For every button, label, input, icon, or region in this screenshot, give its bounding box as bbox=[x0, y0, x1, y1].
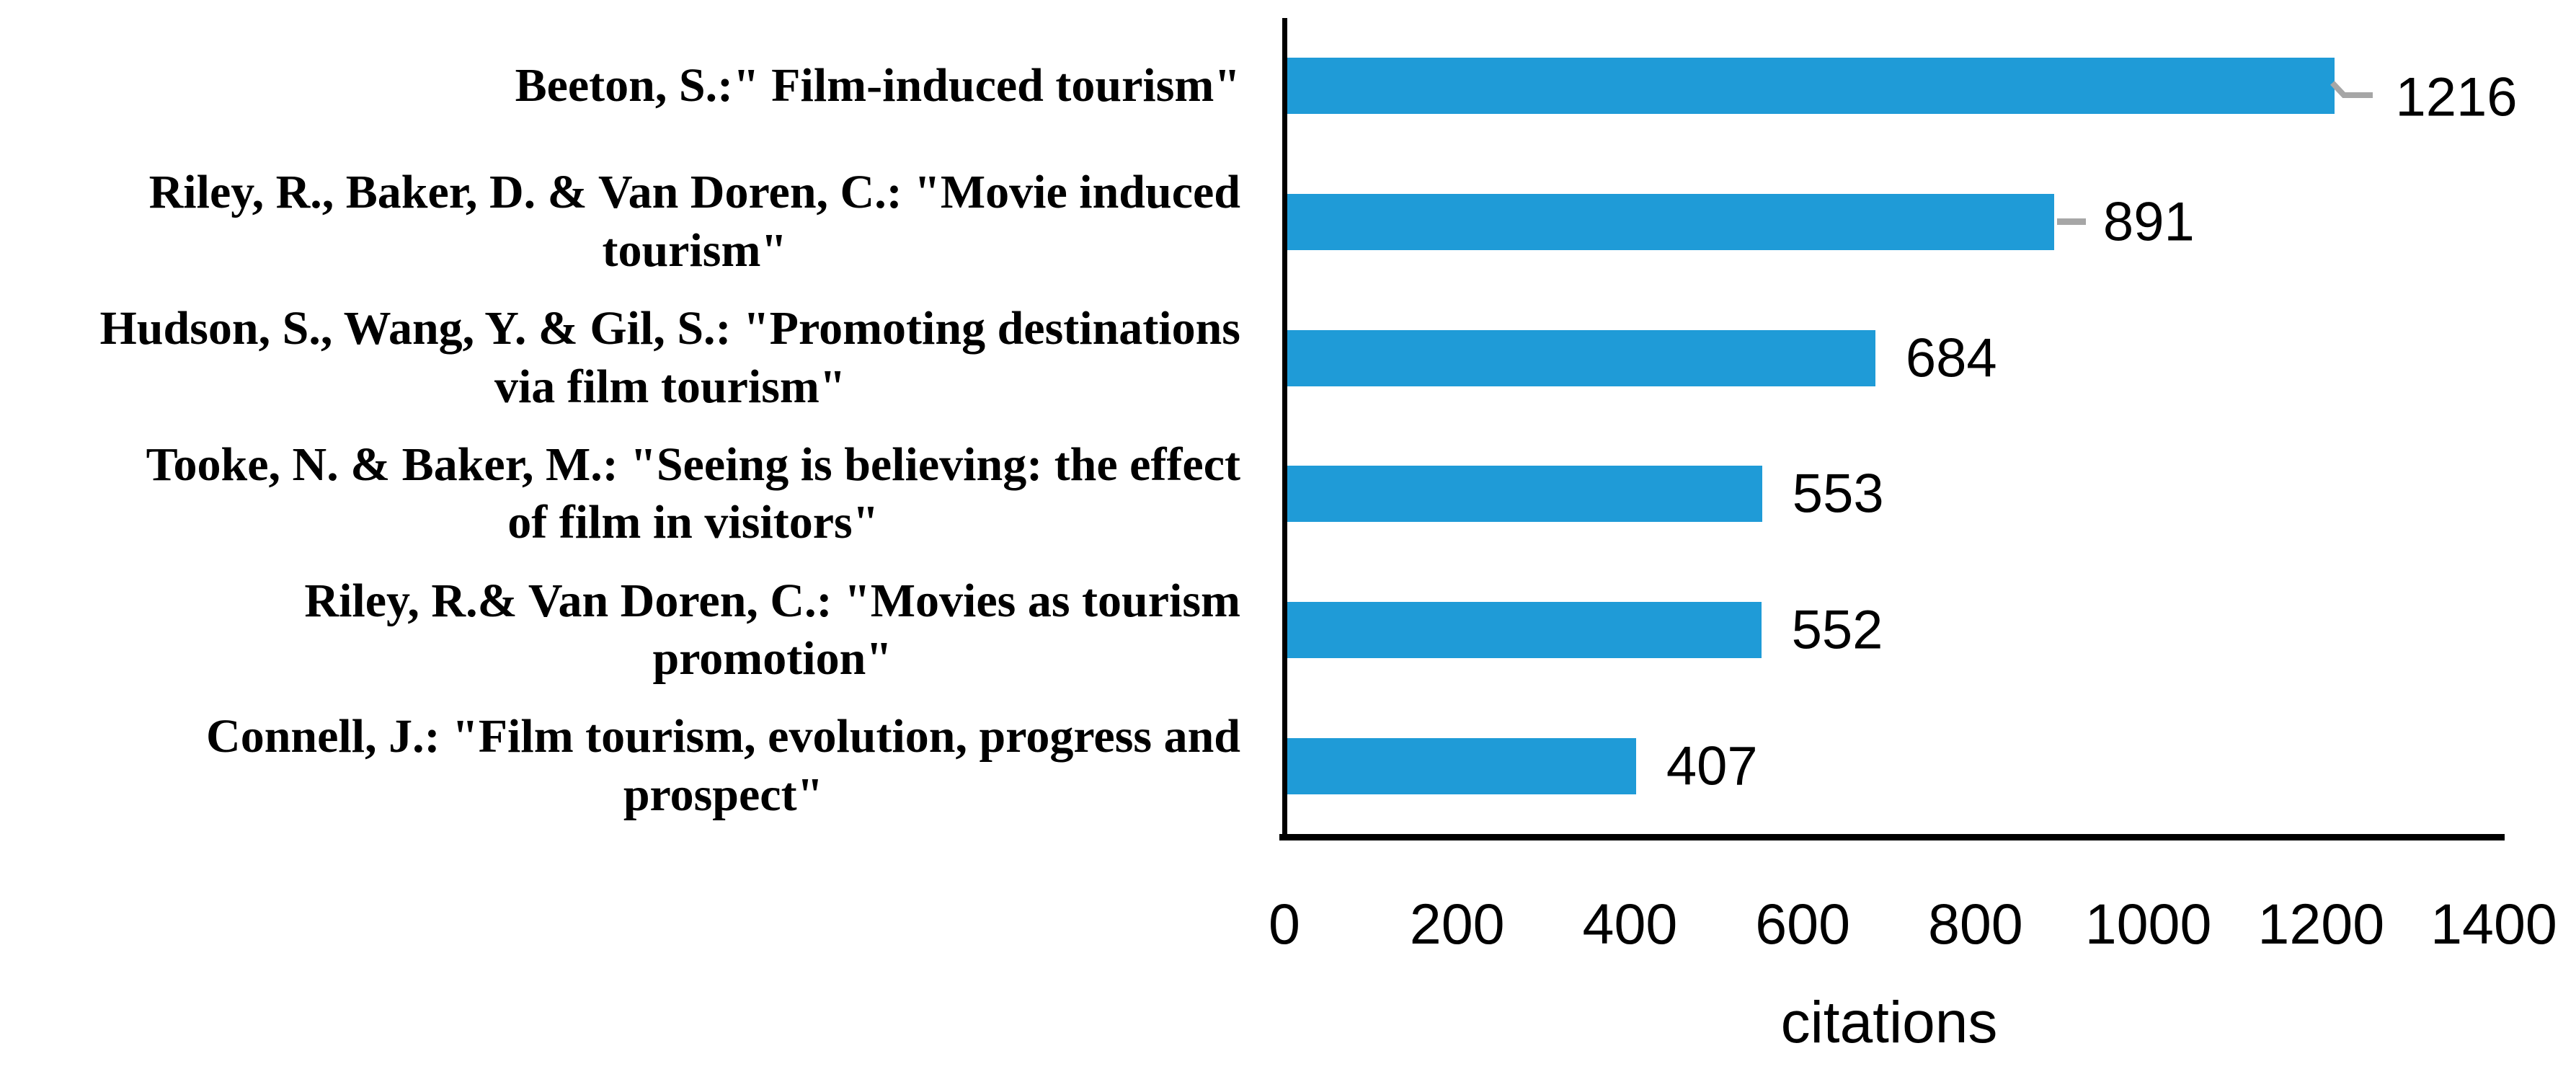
bar bbox=[1284, 58, 2335, 115]
category-cell: Riley, R., Baker, D. & Van Doren, C.: "M… bbox=[0, 164, 1265, 280]
chart-row: Hudson, S., Wang, Y. & Gil, S.: "Promoti… bbox=[0, 290, 2576, 426]
bar-area: 891 bbox=[1265, 154, 2576, 290]
x-axis-ticks: 0 200 400 600 800 1000 1200 1400 bbox=[1269, 891, 2557, 963]
x-tick-label: 400 bbox=[1582, 892, 1678, 956]
chart-row: Connell, J.: "Film tourism, evolution, p… bbox=[0, 698, 2576, 834]
x-axis-title: citations bbox=[1780, 990, 1998, 1055]
bar bbox=[1284, 737, 1636, 794]
x-axis-line bbox=[1279, 834, 2505, 840]
bar bbox=[1284, 466, 1762, 523]
plot-rows: Beeton, S.:" Film-induced tourism" 1216 … bbox=[0, 18, 2576, 834]
value-label: 553 bbox=[1792, 463, 1884, 525]
y-axis-line bbox=[1282, 18, 1287, 840]
bar bbox=[1284, 329, 1875, 386]
x-tick-label: 600 bbox=[1755, 892, 1851, 956]
x-tick-label: 200 bbox=[1409, 892, 1505, 956]
leader-line-elbow bbox=[2330, 81, 2373, 99]
bar-area: 1216 bbox=[1265, 18, 2576, 154]
bar-area: 553 bbox=[1265, 426, 2576, 562]
value-label: 552 bbox=[1791, 599, 1883, 661]
bar bbox=[1284, 602, 1762, 659]
category-label: Riley, R.& Van Doren, C.: "Movies as tou… bbox=[304, 574, 1240, 686]
chart-row: Riley, R., Baker, D. & Van Doren, C.: "M… bbox=[0, 154, 2576, 290]
category-label: Tooke, N. & Baker, M.: "Seeing is believ… bbox=[146, 438, 1240, 549]
bar-area: 684 bbox=[1265, 290, 2576, 426]
value-label: 1216 bbox=[2395, 66, 2518, 128]
category-label: Connell, J.: "Film tourism, evolution, p… bbox=[206, 710, 1240, 821]
category-label: Riley, R., Baker, D. & Van Doren, C.: "M… bbox=[148, 166, 1240, 277]
category-cell: Connell, J.: "Film tourism, evolution, p… bbox=[0, 708, 1265, 824]
chart-row: Riley, R.& Van Doren, C.: "Movies as tou… bbox=[0, 562, 2576, 698]
x-tick-label: 1400 bbox=[2430, 892, 2557, 956]
chart-row: Tooke, N. & Baker, M.: "Seeing is believ… bbox=[0, 426, 2576, 562]
category-label: Beeton, S.:" Film-induced tourism" bbox=[515, 59, 1240, 112]
category-cell: Beeton, S.:" Film-induced tourism" bbox=[0, 57, 1265, 115]
category-cell: Hudson, S., Wang, Y. & Gil, S.: "Promoti… bbox=[0, 300, 1265, 416]
x-tick-label: 800 bbox=[1927, 892, 2023, 956]
bar bbox=[1284, 194, 2054, 250]
bar-area: 407 bbox=[1265, 698, 2576, 834]
category-cell: Riley, R.& Van Doren, C.: "Movies as tou… bbox=[0, 572, 1265, 688]
value-label: 407 bbox=[1666, 735, 1758, 797]
chart-row: Beeton, S.:" Film-induced tourism" 1216 bbox=[0, 18, 2576, 154]
x-tick-label: 1000 bbox=[2084, 892, 2212, 956]
category-cell: Tooke, N. & Baker, M.: "Seeing is believ… bbox=[0, 436, 1265, 552]
value-label: 891 bbox=[2102, 191, 2195, 253]
category-label: Hudson, S., Wang, Y. & Gil, S.: "Promoti… bbox=[99, 302, 1240, 413]
leader-line bbox=[2056, 218, 2086, 225]
bar-area: 552 bbox=[1265, 562, 2576, 698]
x-tick-label: 0 bbox=[1269, 892, 1300, 956]
value-label: 684 bbox=[1905, 327, 1997, 389]
x-tick-label: 1200 bbox=[2257, 892, 2385, 956]
